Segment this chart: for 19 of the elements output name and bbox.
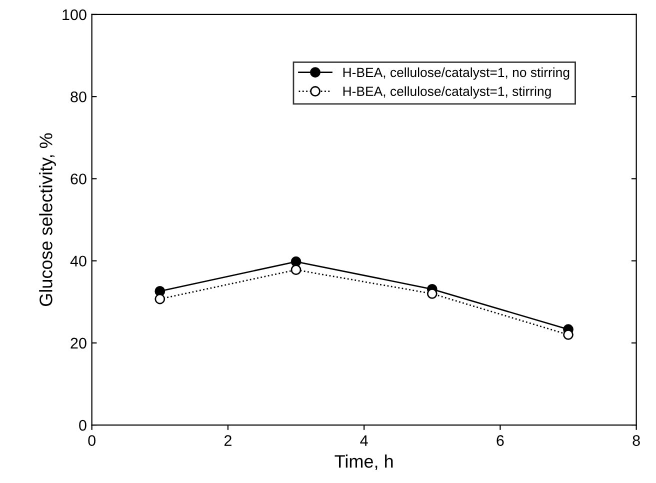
x-tick-label: 8 (632, 435, 640, 446)
x-tick-label: 2 (224, 435, 232, 446)
y-tick-label: 80 (70, 91, 86, 102)
point (290, 264, 302, 276)
point (426, 288, 438, 299)
point (563, 330, 574, 340)
legend-label: H-BEA, cellulose/catalyst=1, stirring (343, 86, 551, 99)
legend-label: H-BEA, cellulose/catalyst=1, no stirring (343, 67, 570, 80)
y-tick-label: 20 (70, 338, 86, 349)
x-tick-label: 0 (88, 435, 96, 446)
point (154, 294, 166, 304)
y-axis-title: Glucose selectivity, % (39, 133, 56, 306)
y-tick-label: 0 (79, 420, 86, 431)
y-tick-label: 40 (70, 256, 86, 267)
x-tick-label: 4 (360, 435, 368, 446)
y-tick-label: 60 (70, 174, 86, 184)
y-tick-label: 100 (62, 9, 86, 20)
x-tick-label: 6 (496, 435, 504, 446)
x-axis-title: Time, h (334, 454, 393, 470)
